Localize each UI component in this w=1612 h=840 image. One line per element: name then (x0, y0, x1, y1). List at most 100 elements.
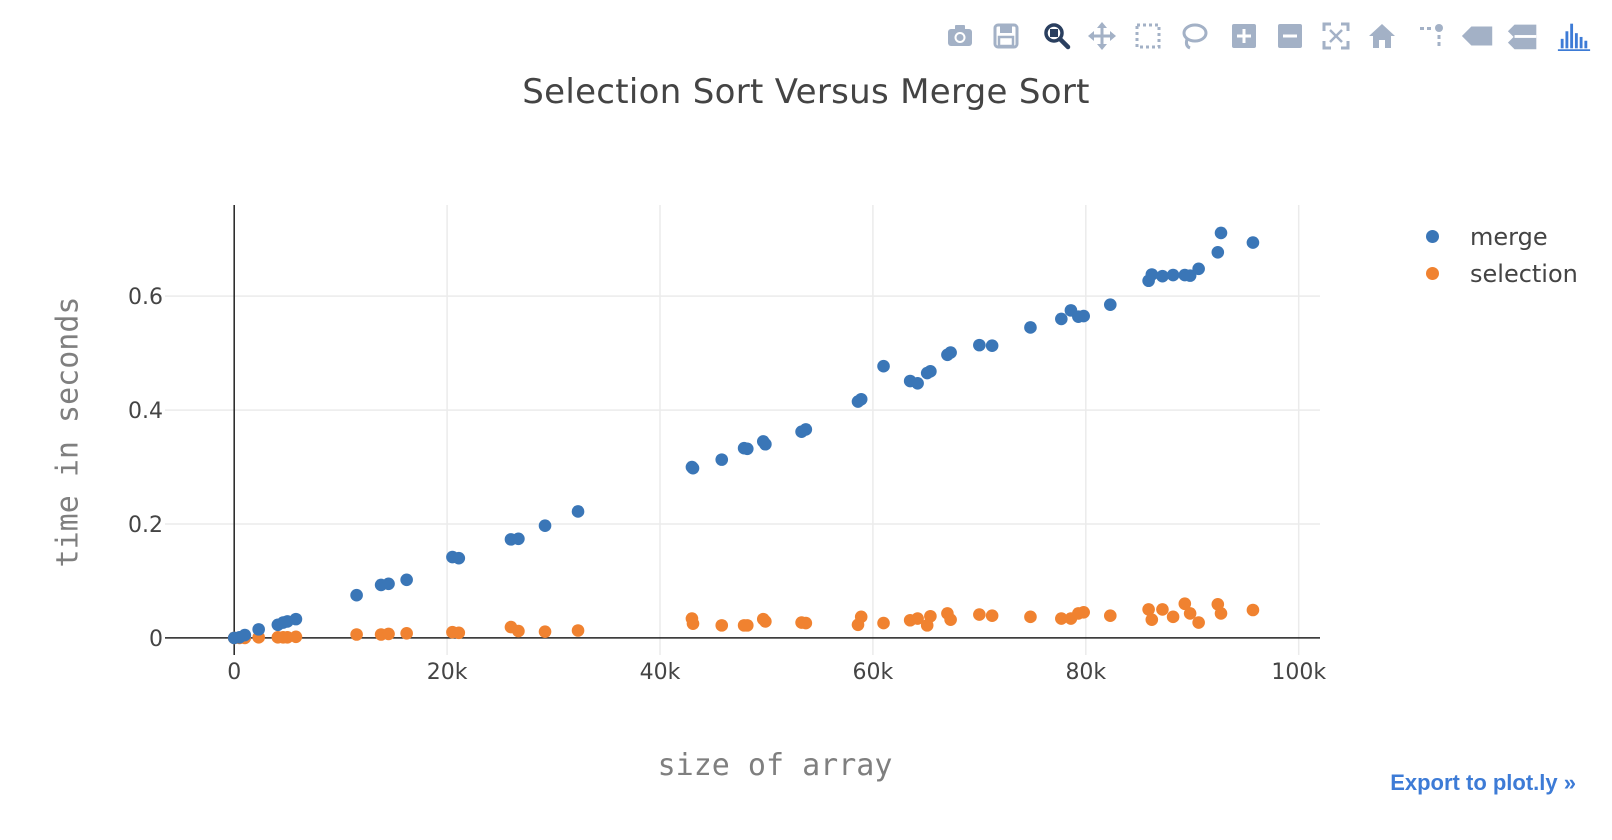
selection-point (985, 609, 999, 622)
x-tick-label: 80k (1065, 660, 1106, 685)
merge-point (973, 338, 986, 352)
merge-point (1103, 298, 1117, 311)
spike-lines-button[interactable] (1414, 18, 1450, 54)
selection-point (1024, 610, 1037, 624)
selection-point (1178, 597, 1192, 611)
y-tick-label: 0.4 (128, 399, 163, 424)
zoom-in-button[interactable] (1226, 18, 1262, 54)
merge-point (1211, 245, 1225, 259)
autoscale-icon (1322, 22, 1350, 50)
merge-point (924, 365, 937, 378)
selection-point (1145, 613, 1159, 626)
legend-label: merge (1470, 222, 1548, 251)
selection-point (289, 630, 303, 644)
chart-title: Selection Sort Versus Merge Sort (522, 72, 1090, 112)
selection-point (973, 608, 986, 621)
box-select-button[interactable] (1130, 18, 1166, 54)
merge-point (252, 623, 265, 636)
y-tick-label: 0.6 (128, 285, 163, 310)
lasso-select-button[interactable] (1176, 18, 1212, 54)
grid-lines (165, 205, 1320, 655)
plotly-logo-button[interactable] (1556, 18, 1592, 54)
selection-point (1103, 609, 1117, 622)
y-tick-label: 0 (149, 627, 163, 652)
merge-point (350, 588, 363, 602)
merge-point (512, 532, 525, 546)
zoom-out-button[interactable] (1272, 18, 1308, 54)
merge-point (1183, 269, 1197, 282)
y-axis-title: time in seconds (50, 296, 86, 568)
merge-point (877, 359, 890, 373)
x-tick-label: 20k (427, 660, 468, 685)
selection-point (686, 617, 700, 630)
selection-point (1214, 607, 1228, 620)
selection-point (799, 616, 813, 630)
x-axis-title: size of array (657, 748, 893, 783)
selection-point (854, 610, 868, 624)
zoom-out-icon (1278, 24, 1302, 48)
selection-point (740, 619, 754, 632)
zoom-button[interactable] (1038, 18, 1074, 54)
merge-point (1192, 262, 1205, 276)
merge-point (1214, 226, 1228, 240)
merge-point (715, 453, 729, 466)
camera-button[interactable] (942, 18, 978, 54)
merge-point (985, 339, 999, 352)
pan-icon (1088, 22, 1116, 50)
selection-point (911, 612, 924, 625)
modebar (942, 18, 1592, 54)
selection-point (452, 626, 466, 640)
merge-point (759, 437, 772, 451)
legend-marker-selection (1426, 267, 1439, 280)
legend-item-merge[interactable]: merge (1410, 218, 1578, 255)
reset-axes-button[interactable] (1364, 18, 1400, 54)
zoom-icon (1044, 23, 1071, 50)
modebar-group (1414, 18, 1542, 54)
selection-point (1166, 610, 1180, 624)
modebar-group (1556, 18, 1592, 54)
merge-point (1166, 268, 1180, 282)
autoscale-button[interactable] (1318, 18, 1354, 54)
selection-point (1246, 603, 1260, 617)
selection-point (350, 628, 363, 641)
pan-button[interactable] (1084, 18, 1120, 54)
merge-point (1055, 312, 1068, 326)
selection-point (571, 624, 585, 637)
merge-point (1156, 269, 1169, 283)
merge-point (944, 346, 957, 359)
merge-point (740, 442, 754, 456)
camera-icon (948, 25, 972, 46)
save-button[interactable] (988, 18, 1024, 54)
selection-point (1077, 605, 1090, 619)
selection-point (1142, 603, 1155, 616)
x-tick-label: 0 (227, 660, 241, 685)
lasso-select-icon (1182, 23, 1208, 50)
merge-point (452, 551, 466, 565)
selection-point (512, 624, 525, 638)
merge-point (538, 519, 552, 532)
legend: merge selection (1410, 218, 1578, 292)
merge-point (1024, 321, 1037, 334)
selection-point (400, 627, 413, 640)
spike-lines-icon (1420, 24, 1443, 46)
selection-point (1055, 612, 1068, 625)
tick-labels: 0 20k 40k 60k 80k 100k 0 0.2 0.4 0.6 (128, 285, 1326, 685)
selection-point (538, 625, 552, 638)
selection-point (1156, 603, 1169, 616)
hover-compare-button[interactable] (1506, 18, 1542, 54)
merge-point (799, 423, 813, 436)
merge-point (1145, 268, 1159, 281)
x-tick-label: 40k (640, 660, 681, 685)
modebar-group (1226, 18, 1400, 54)
export-to-plotly-link[interactable]: Export to plot.ly » (1390, 770, 1576, 795)
reset-axes-icon (1369, 24, 1395, 48)
merge-point (1077, 309, 1090, 323)
hover-closest-button[interactable] (1460, 18, 1496, 54)
selection-point (1183, 607, 1197, 620)
selection-point (759, 615, 772, 628)
selection-point (1192, 616, 1205, 629)
legend-item-selection[interactable]: selection (1410, 255, 1578, 292)
box-select-icon (1135, 23, 1161, 49)
zoom-in-icon (1232, 24, 1256, 48)
